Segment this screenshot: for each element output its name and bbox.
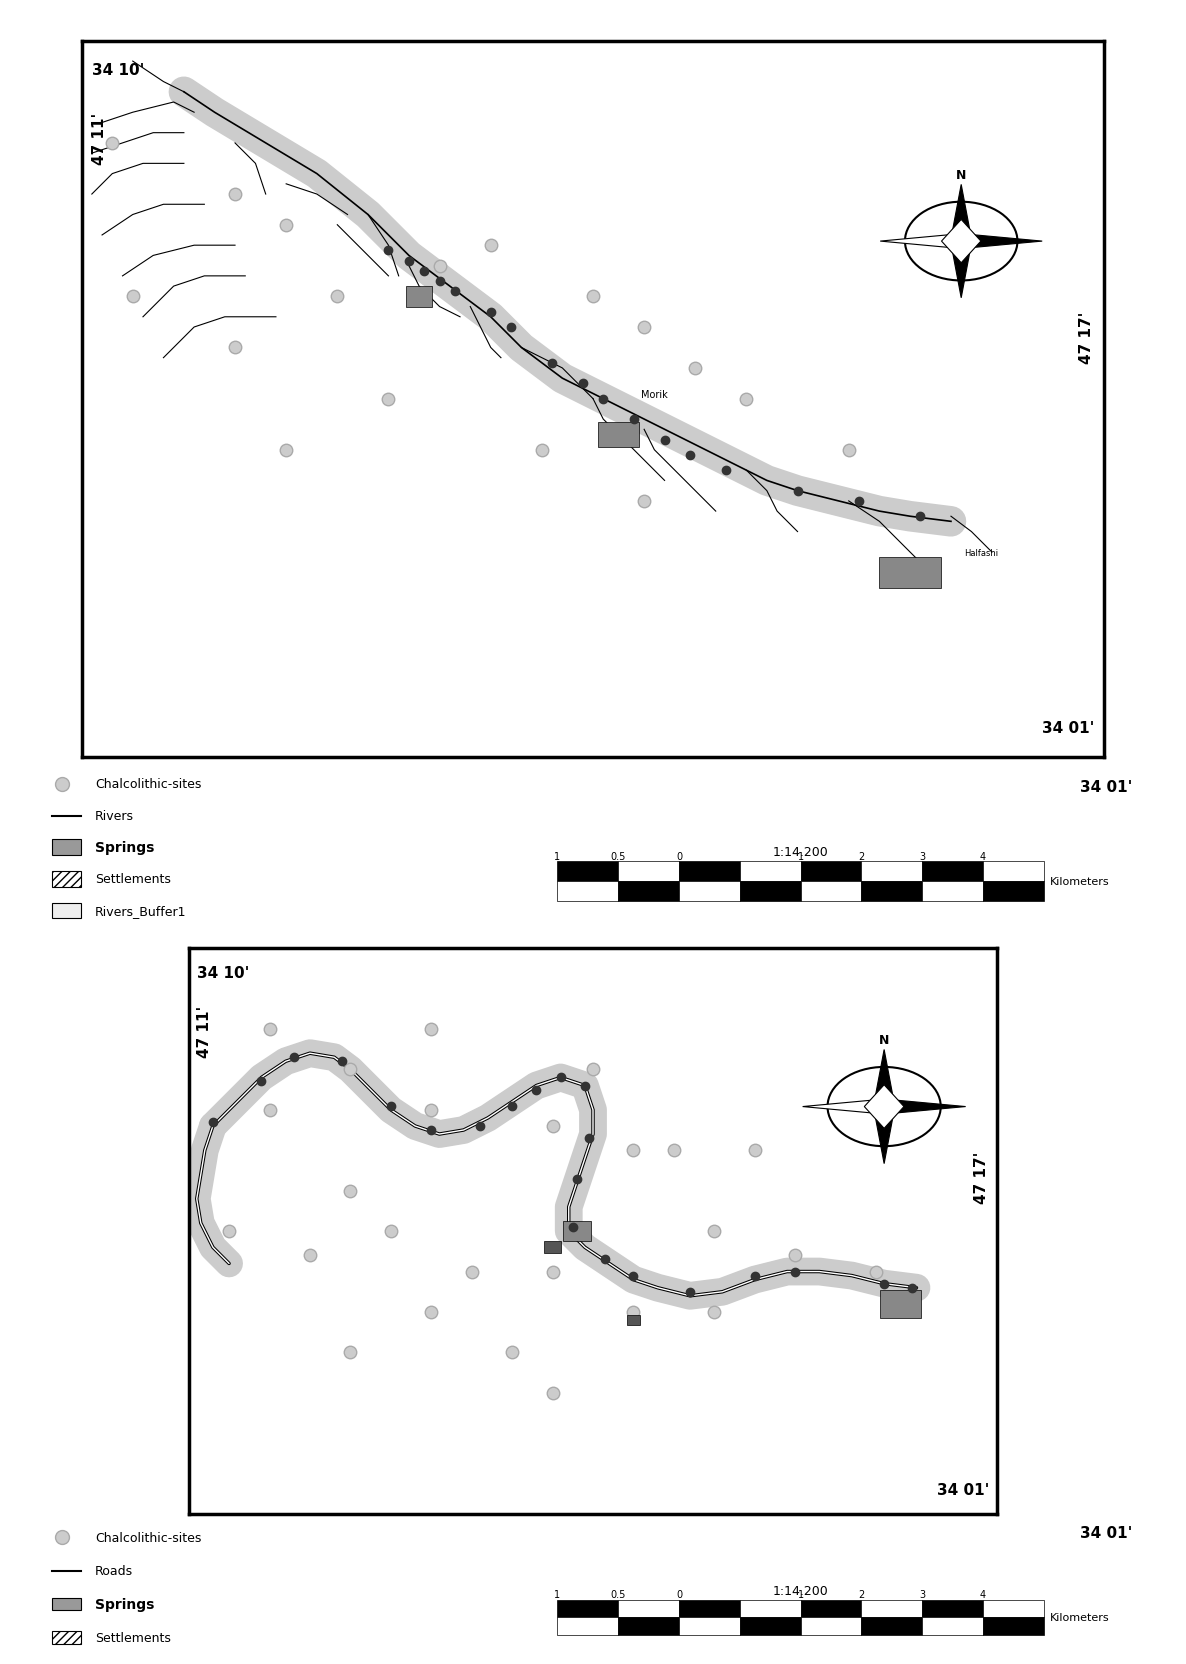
Text: 0.5: 0.5 xyxy=(611,1589,626,1599)
Text: 34 10': 34 10' xyxy=(197,965,249,980)
Polygon shape xyxy=(950,241,971,298)
Text: 47 11': 47 11' xyxy=(91,113,107,165)
Bar xyxy=(618,882,680,902)
Bar xyxy=(923,1601,983,1617)
Text: Chalcolithic-sites: Chalcolithic-sites xyxy=(95,777,202,790)
Bar xyxy=(740,1617,801,1634)
Text: 3: 3 xyxy=(919,1589,925,1599)
Text: Settlements: Settlements xyxy=(95,1631,171,1644)
Bar xyxy=(557,1601,618,1617)
Text: 1: 1 xyxy=(554,1589,561,1599)
Text: 3: 3 xyxy=(919,852,925,862)
Text: Kilometers: Kilometers xyxy=(1050,1612,1109,1622)
Text: 34 01': 34 01' xyxy=(937,1483,989,1498)
Polygon shape xyxy=(884,1100,965,1115)
Polygon shape xyxy=(865,1085,904,1128)
Bar xyxy=(861,882,923,902)
Bar xyxy=(983,1617,1044,1634)
Text: 2: 2 xyxy=(859,1589,865,1599)
Bar xyxy=(52,1631,81,1644)
Bar xyxy=(407,286,432,308)
Bar xyxy=(557,1617,618,1634)
Text: 1: 1 xyxy=(797,852,804,862)
Text: N: N xyxy=(879,1033,890,1047)
Text: 0: 0 xyxy=(676,852,682,862)
Text: Roads: Roads xyxy=(95,1564,133,1577)
Text: Springs: Springs xyxy=(95,1597,154,1611)
Text: 47 17': 47 17' xyxy=(974,1151,989,1203)
Bar xyxy=(923,1617,983,1634)
Polygon shape xyxy=(942,220,981,263)
Bar xyxy=(880,1290,920,1318)
Polygon shape xyxy=(880,235,961,250)
Polygon shape xyxy=(803,1100,884,1115)
Bar xyxy=(52,1597,81,1611)
Text: 4: 4 xyxy=(980,1589,986,1599)
Text: Springs: Springs xyxy=(95,840,154,855)
Text: 1: 1 xyxy=(797,1589,804,1599)
Bar xyxy=(52,840,81,855)
Text: 1: 1 xyxy=(554,852,561,862)
Bar xyxy=(879,557,940,589)
Bar xyxy=(52,904,81,919)
Text: 34 01': 34 01' xyxy=(1041,721,1095,735)
Bar xyxy=(861,862,923,882)
Bar xyxy=(801,882,861,902)
Text: Morik: Morik xyxy=(640,389,668,399)
Bar xyxy=(923,862,983,882)
Bar xyxy=(557,862,618,882)
Bar xyxy=(983,1601,1044,1617)
Polygon shape xyxy=(950,185,971,241)
Text: 2: 2 xyxy=(859,852,865,862)
Bar xyxy=(740,1601,801,1617)
Bar xyxy=(923,882,983,902)
Bar xyxy=(678,862,740,882)
Text: 34 10': 34 10' xyxy=(91,63,145,78)
Text: 34 01': 34 01' xyxy=(1080,780,1133,795)
Text: 1:14.200: 1:14.200 xyxy=(772,845,829,859)
Bar xyxy=(618,1601,680,1617)
Polygon shape xyxy=(873,1107,895,1163)
Bar xyxy=(678,1601,740,1617)
Text: 47 11': 47 11' xyxy=(197,1005,212,1057)
Text: 34 01': 34 01' xyxy=(1080,1524,1133,1541)
Bar xyxy=(801,862,861,882)
Text: 4: 4 xyxy=(980,852,986,862)
Bar xyxy=(801,1601,861,1617)
Text: Settlements: Settlements xyxy=(95,872,171,885)
Bar xyxy=(618,1617,680,1634)
Bar xyxy=(861,1601,923,1617)
Bar xyxy=(983,862,1044,882)
Bar xyxy=(562,1221,591,1241)
Text: Kilometers: Kilometers xyxy=(1050,877,1109,887)
Bar xyxy=(678,1617,740,1634)
Bar xyxy=(983,882,1044,902)
Text: 47 17': 47 17' xyxy=(1079,311,1095,363)
Text: N: N xyxy=(956,170,967,181)
Bar xyxy=(544,1241,561,1253)
Bar xyxy=(861,1617,923,1634)
Bar xyxy=(627,1316,639,1325)
Bar xyxy=(557,882,618,902)
Text: Rivers_Buffer1: Rivers_Buffer1 xyxy=(95,904,186,917)
Polygon shape xyxy=(873,1050,895,1107)
Bar xyxy=(740,882,801,902)
Bar xyxy=(801,1617,861,1634)
Bar xyxy=(740,862,801,882)
Bar xyxy=(678,882,740,902)
Text: Rivers: Rivers xyxy=(95,809,134,822)
Text: Halfashi: Halfashi xyxy=(964,549,999,557)
Polygon shape xyxy=(961,235,1042,250)
Bar xyxy=(52,872,81,887)
Text: 1:14.200: 1:14.200 xyxy=(772,1584,829,1597)
Text: 0: 0 xyxy=(676,1589,682,1599)
Text: Chalcolithic-sites: Chalcolithic-sites xyxy=(95,1531,202,1544)
Bar xyxy=(618,862,680,882)
Text: 0.5: 0.5 xyxy=(611,852,626,862)
Bar xyxy=(598,423,639,448)
